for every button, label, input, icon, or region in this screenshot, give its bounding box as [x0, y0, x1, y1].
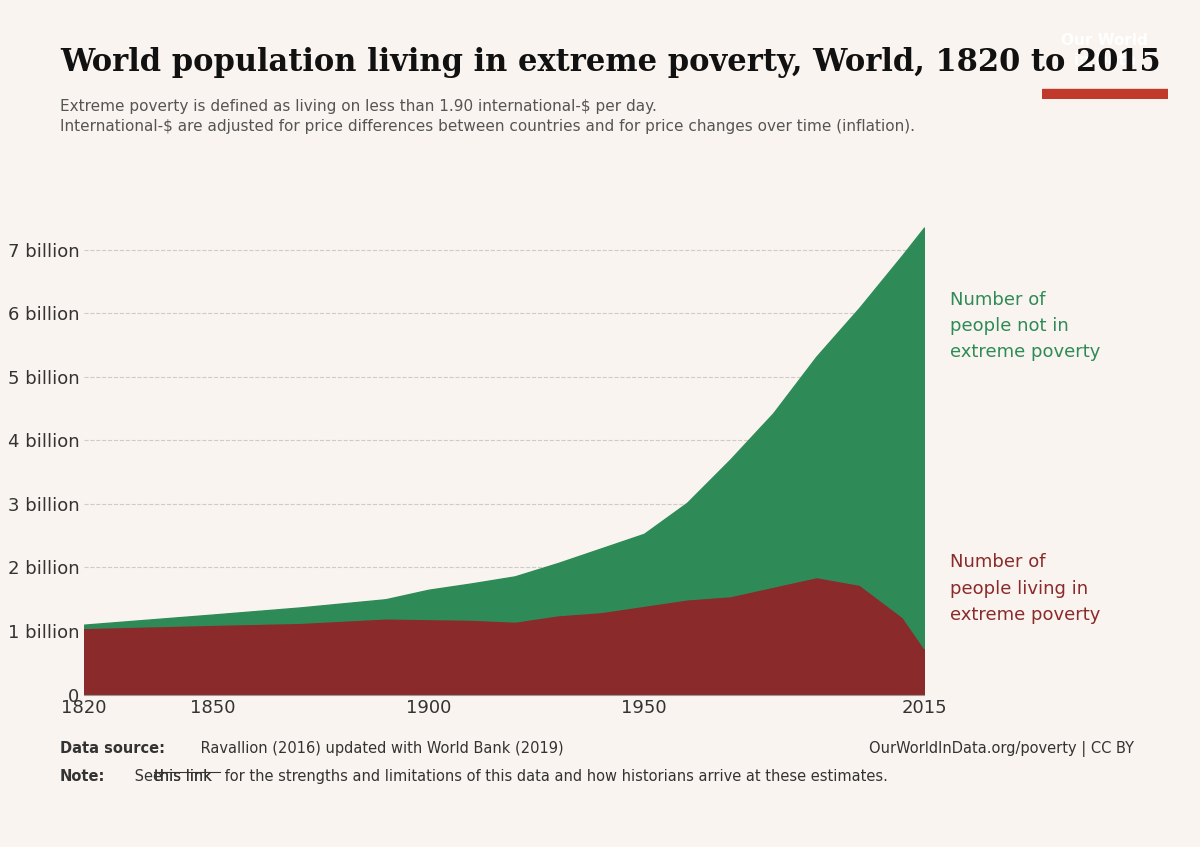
Text: See: See [130, 769, 167, 784]
Text: Ravallion (2016) updated with World Bank (2019): Ravallion (2016) updated with World Bank… [196, 741, 563, 756]
Text: Extreme poverty is defined as living on less than 1.90 international-$ per day.: Extreme poverty is defined as living on … [60, 99, 656, 114]
Text: Data source:: Data source: [60, 741, 166, 756]
Text: Our World
in Data: Our World in Data [1061, 33, 1148, 69]
Text: Note:: Note: [60, 769, 106, 784]
Text: Number of
people not in
extreme poverty: Number of people not in extreme poverty [950, 291, 1100, 362]
Text: OurWorldInData.org/poverty | CC BY: OurWorldInData.org/poverty | CC BY [869, 741, 1134, 757]
Text: for the strengths and limitations of this data and how historians arrive at thes: for the strengths and limitations of thi… [220, 769, 888, 784]
Text: this link: this link [154, 769, 211, 784]
Text: World population living in extreme poverty, World, 1820 to 2015: World population living in extreme pover… [60, 47, 1160, 78]
Text: International-$ are adjusted for price differences between countries and for pri: International-$ are adjusted for price d… [60, 119, 916, 134]
Text: this link: this link [154, 769, 211, 784]
Text: Number of
people living in
extreme poverty: Number of people living in extreme pover… [950, 553, 1100, 624]
Bar [1042, 89, 1168, 99]
